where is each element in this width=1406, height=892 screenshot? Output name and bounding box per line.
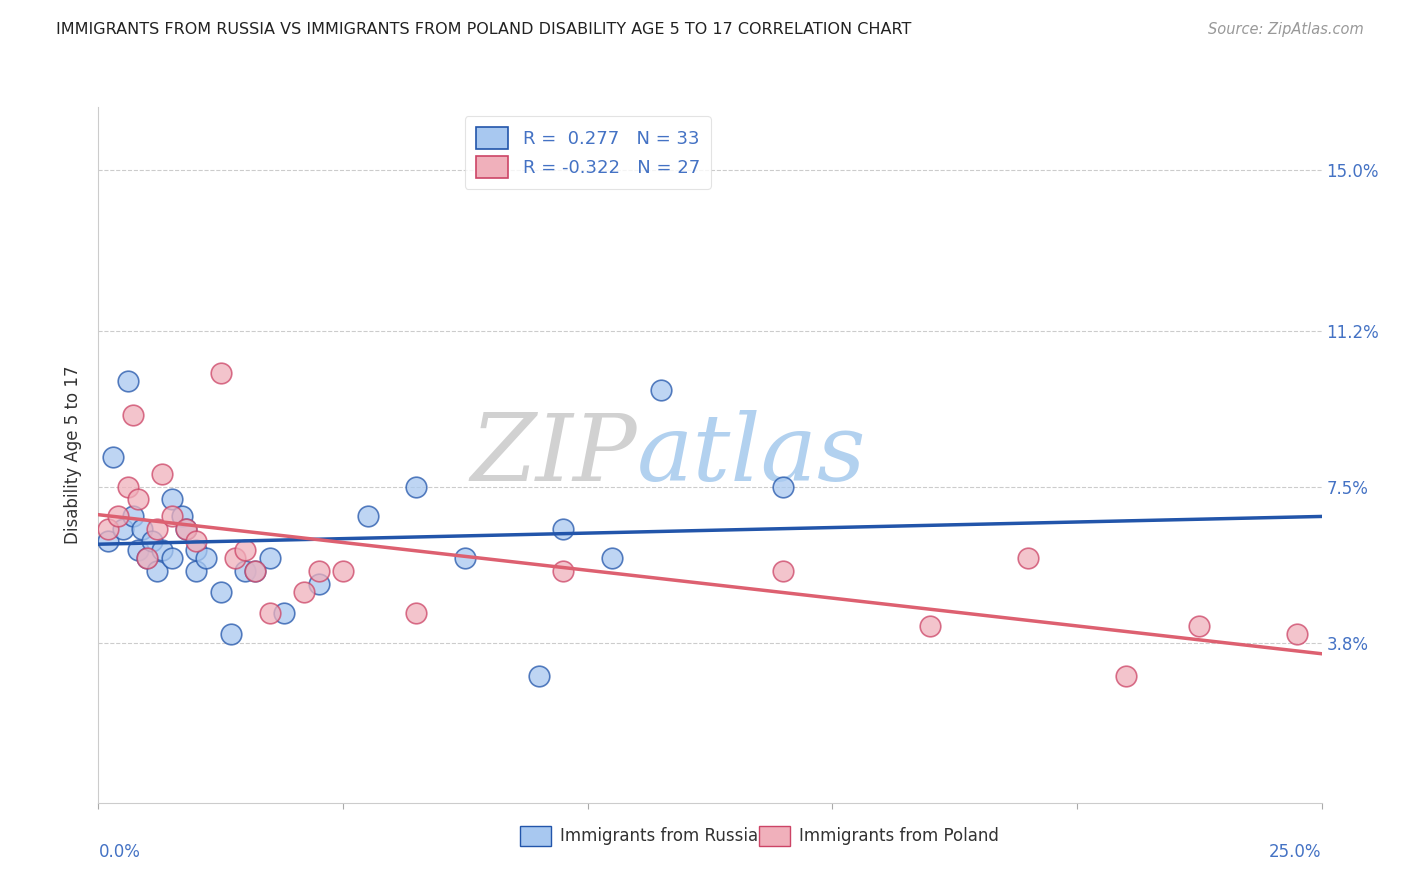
Point (259, 551, 281, 566)
Point (131, 522, 153, 536)
Point (243, 564, 266, 578)
Point (650, 383, 672, 397)
Point (150, 467, 173, 481)
Point (107, 509, 129, 524)
Text: atlas: atlas (637, 410, 866, 500)
Point (233, 564, 256, 578)
Point (233, 542, 256, 557)
Point (553, 522, 575, 536)
Point (772, 564, 794, 578)
Point (176, 522, 198, 536)
Point (121, 509, 143, 524)
Point (292, 585, 315, 599)
Point (136, 551, 159, 566)
Y-axis label: Disability Age 5 to 17: Disability Age 5 to 17 (65, 366, 83, 544)
Point (405, 606, 427, 620)
Point (209, 366, 232, 380)
Point (97, 522, 120, 536)
Point (243, 564, 266, 578)
Text: 25.0%: 25.0% (1270, 843, 1322, 861)
Point (97, 534, 120, 549)
Point (186, 534, 208, 549)
Point (136, 551, 159, 566)
Point (150, 542, 173, 557)
Legend: R =  0.277   N = 33, R = -0.322   N = 27: R = 0.277 N = 33, R = -0.322 N = 27 (465, 116, 710, 189)
Point (1286, 627, 1309, 641)
Point (308, 576, 330, 591)
Point (195, 551, 218, 566)
Point (146, 522, 169, 536)
Point (1017, 551, 1039, 566)
Point (160, 492, 183, 507)
Point (127, 492, 149, 507)
Point (170, 509, 193, 524)
Point (920, 618, 942, 632)
Text: Source: ZipAtlas.com: Source: ZipAtlas.com (1208, 22, 1364, 37)
Point (111, 522, 134, 536)
Point (160, 509, 183, 524)
Point (332, 564, 354, 578)
Point (527, 669, 550, 683)
Point (224, 551, 246, 566)
Point (160, 551, 183, 566)
Point (259, 606, 281, 620)
Point (121, 408, 143, 422)
Point (600, 551, 623, 566)
Point (454, 551, 477, 566)
Point (176, 522, 198, 536)
Point (146, 564, 169, 578)
Text: IMMIGRANTS FROM RUSSIA VS IMMIGRANTS FROM POLAND DISABILITY AGE 5 TO 17 CORRELAT: IMMIGRANTS FROM RUSSIA VS IMMIGRANTS FRO… (56, 22, 911, 37)
Text: ZIP: ZIP (470, 410, 637, 500)
Point (186, 564, 208, 578)
Point (219, 627, 242, 641)
Point (308, 564, 330, 578)
Point (127, 542, 149, 557)
Point (356, 509, 378, 524)
Text: Immigrants from Russia: Immigrants from Russia (560, 827, 758, 845)
Point (141, 534, 163, 549)
Point (553, 564, 575, 578)
Text: 0.0%: 0.0% (98, 843, 141, 861)
Point (117, 479, 139, 493)
Point (273, 606, 295, 620)
Text: Immigrants from Poland: Immigrants from Poland (799, 827, 998, 845)
Point (209, 585, 232, 599)
Point (1188, 618, 1211, 632)
Point (117, 374, 139, 388)
Point (405, 479, 427, 493)
Point (101, 450, 124, 464)
Point (1115, 669, 1137, 683)
Point (186, 542, 208, 557)
Point (772, 479, 794, 493)
